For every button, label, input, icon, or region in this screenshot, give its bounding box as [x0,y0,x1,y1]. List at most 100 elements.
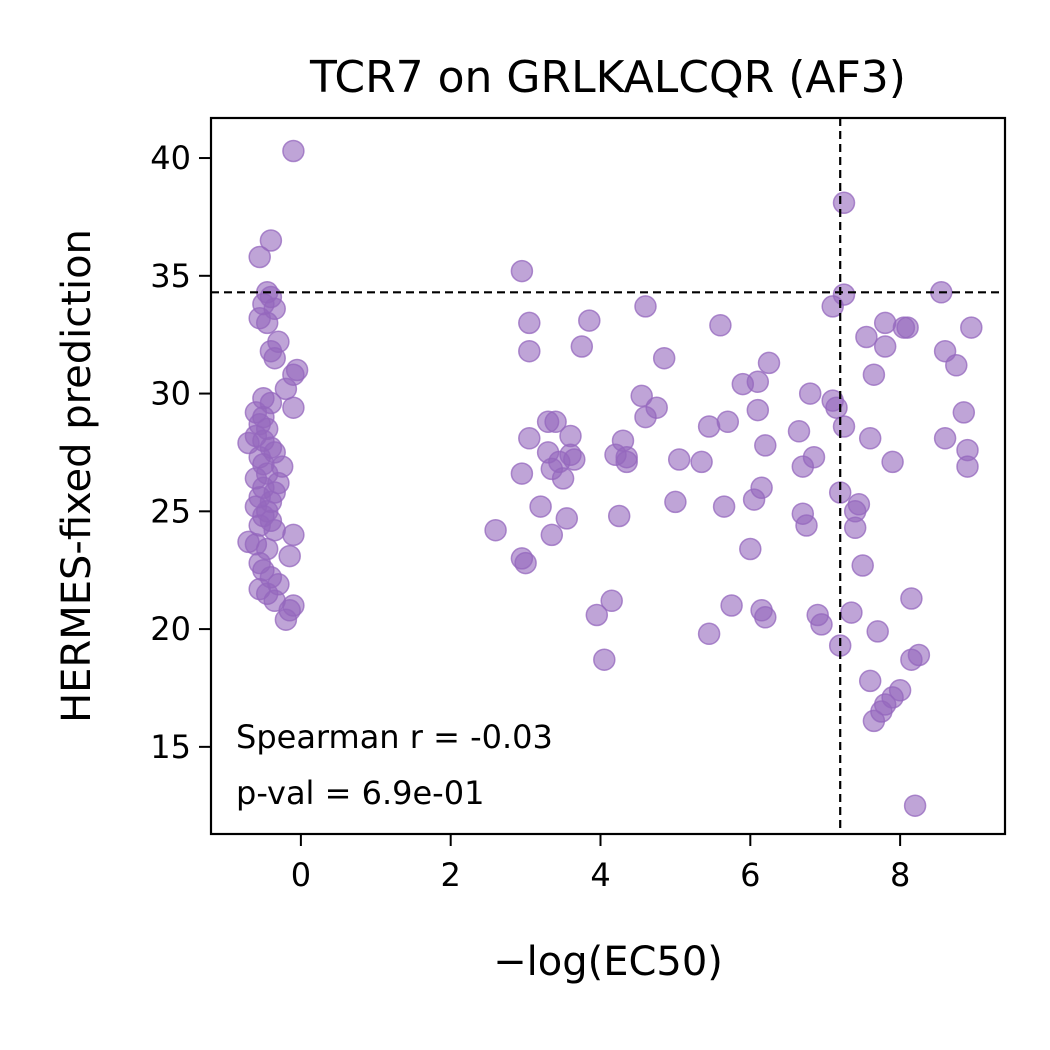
data-point-75 [559,424,582,448]
data-point-17 [282,396,305,419]
data-point-1 [259,229,283,252]
data-point-96 [697,415,721,438]
data-point-81 [593,648,616,671]
y-tick-label: 15 [150,728,191,766]
data-point-80 [585,603,609,627]
data-point-109 [754,606,777,629]
data-point-99 [712,495,736,518]
y-axis-label: HERMES-fixed prediction [54,229,100,723]
data-point-60 [510,462,534,485]
data-point-57 [274,608,298,631]
data-point-156 [952,401,976,424]
data-point-79 [578,309,601,332]
y-tick-label: 35 [150,257,191,295]
x-tick-label: 2 [441,856,461,894]
data-point-73 [551,467,575,490]
data-point-63 [518,427,541,450]
data-point-117 [802,445,826,469]
data-point-64 [518,311,541,335]
data-point-143 [881,450,904,474]
data-point-112 [787,420,811,443]
data-point-62 [514,551,537,575]
data-point-131 [847,493,871,516]
data-point-98 [709,314,732,337]
y-tick-label: 30 [150,375,191,413]
data-point-147 [896,316,919,339]
data-point-71 [544,410,567,434]
data-point-84 [607,504,631,528]
data-point-132 [851,554,874,577]
data-point-78 [570,335,594,358]
data-point-90 [634,295,657,318]
data-point-58 [484,518,507,542]
data-point-127 [832,415,856,438]
data-point-65 [518,339,541,363]
data-point-141 [873,311,897,335]
data-point-149 [900,587,923,610]
x-tick-label: 0 [291,856,311,894]
y-tick-label: 40 [150,139,191,177]
data-point-77 [563,448,586,471]
data-point-128 [840,601,863,624]
data-point-91 [645,396,668,419]
data-point-42 [263,518,286,542]
data-point-95 [690,450,713,474]
data-point-59 [510,259,534,283]
x-tick-label: 6 [740,856,760,894]
spearman-annotation: Spearman r = -0.03 [236,718,553,756]
data-point-154 [933,427,957,450]
data-point-135 [858,669,882,693]
data-point-70 [540,523,564,547]
data-point-101 [720,594,743,617]
data-point-111 [757,351,781,375]
data-point-136 [862,363,886,386]
data-point-159 [960,316,983,339]
data-point-0 [282,139,305,163]
data-point-145 [888,679,912,702]
plot-frame [209,116,1007,836]
points-layer [237,139,983,817]
data-point-151 [907,643,931,667]
data-point-94 [667,448,691,471]
data-point-110 [754,434,777,457]
data-point-130 [843,516,867,540]
data-point-138 [866,620,889,643]
data-point-155 [945,354,968,377]
data-point-47 [278,544,301,568]
data-point-2 [248,245,271,269]
data-point-103 [739,537,762,561]
x-tick-label: 8 [890,856,910,894]
data-point-115 [795,514,818,537]
data-point-88 [630,384,653,408]
data-point-134 [858,427,882,450]
data-point-106 [746,398,770,422]
data-point-116 [798,382,822,405]
data-point-43 [282,523,305,547]
data-point-100 [716,410,740,434]
data-point-97 [697,622,721,646]
data-point-150 [903,794,927,817]
data-point-119 [810,613,833,636]
data-point-74 [555,507,579,530]
data-point-142 [873,335,897,358]
data-point-126 [832,283,856,306]
data-point-66 [529,495,552,518]
data-point-11 [263,346,286,370]
y-tick-label: 20 [150,610,191,648]
data-point-82 [600,589,623,613]
data-point-122 [825,396,848,419]
data-point-158 [956,455,979,478]
x-axis-label: −log(EC50) [493,939,723,985]
x-tick-label: 4 [590,856,610,894]
data-point-87 [615,450,638,474]
chart-title: TCR7 on GRLKALCQR (AF3) [309,52,906,103]
data-point-107 [750,476,773,500]
data-point-93 [664,490,687,514]
data-point-8 [255,311,279,335]
pval-annotation: p-val = 6.9e-01 [236,774,484,812]
data-point-133 [855,325,878,349]
data-point-105 [746,370,770,394]
threshold-lines [211,118,1005,834]
data-point-125 [832,191,856,215]
